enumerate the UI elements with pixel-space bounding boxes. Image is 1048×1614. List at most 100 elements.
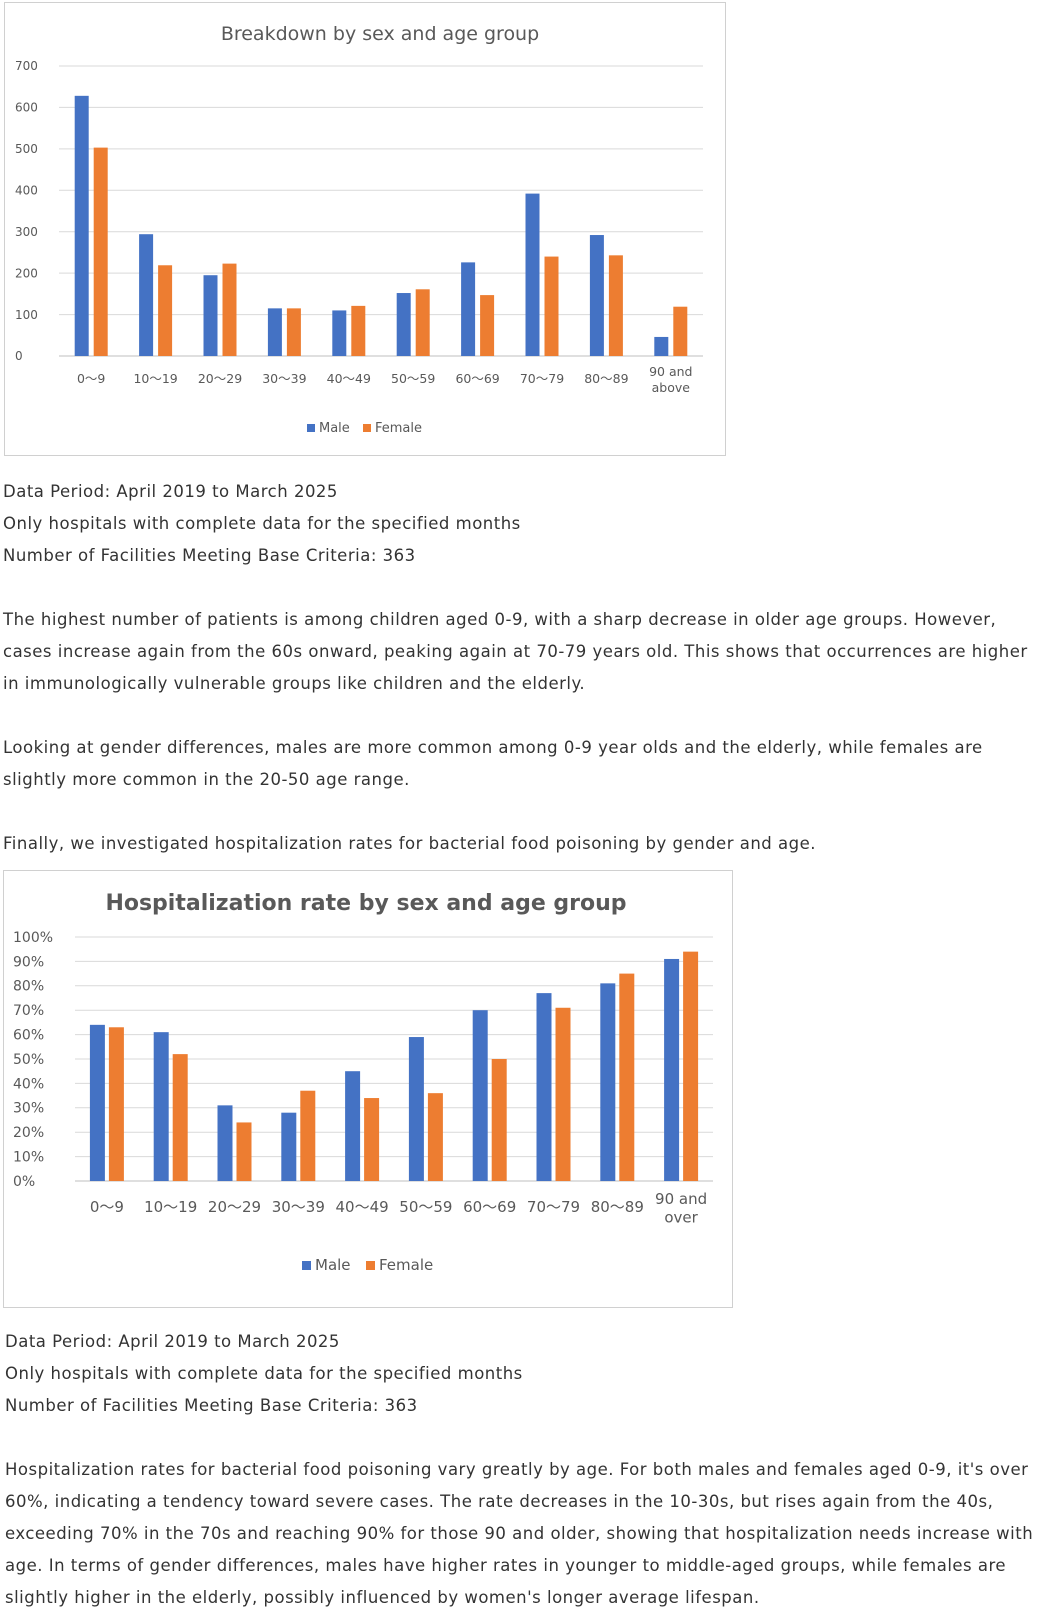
x-tick-label: 70～79 [527,1198,580,1216]
legend-swatch-male [307,424,315,432]
y-tick-label: 300 [15,225,38,239]
bar-male [472,1010,488,1181]
bar-female [491,1059,507,1181]
x-tick-label-line: 90 and [655,1190,707,1208]
x-tick-label-line: over [664,1209,698,1227]
chart2-notes: Data Period: April 2019 to March 2025 On… [5,1326,1045,1422]
bar-female [222,263,237,356]
x-tick-label: 90 and above [649,364,692,395]
paragraph-hospitalization-analysis: Hospitalization rates for bacterial food… [5,1460,1034,1607]
x-tick-label: 20～29 [208,1198,261,1216]
y-tick-label: 70% [13,1003,44,1019]
chart-title: Breakdown by sex and age group [221,23,539,45]
bar-female [108,1027,124,1181]
x-tick-label: 50～59 [391,371,435,386]
bar-male [536,993,552,1181]
bar-male [153,1032,169,1181]
bar-male [408,1037,424,1181]
x-tick-label: 30～39 [262,371,306,386]
data-period-note: Data Period: April 2019 to March 2025 [5,1332,340,1351]
bar-female [286,308,301,356]
legend-swatch-female [363,424,371,432]
y-tick-label: 20% [13,1125,44,1141]
x-tick-label: 40～49 [327,371,371,386]
y-tick-label: 400 [15,183,38,197]
bar-female [364,1098,380,1181]
bar-male [396,293,411,356]
bar-female [415,289,430,356]
x-tick-label: 10～19 [133,371,177,386]
bar-male [461,262,476,356]
legend-swatch-female [366,1261,375,1270]
x-tick-label-line: above [652,380,691,395]
x-tick-label: 70～79 [520,371,564,386]
bar-female [172,1054,188,1181]
chart-title: Hospitalization rate by sex and age grou… [105,891,626,916]
x-tick-label: 40～49 [336,1198,389,1216]
bar-female [300,1090,316,1181]
bar-male [332,310,347,356]
hospitals-note: Only hospitals with complete data for th… [3,514,521,533]
x-tick-label: 80～89 [584,371,628,386]
bar-male [217,1105,233,1181]
x-tick-label-line: 90 and [649,364,692,379]
y-tick-label: 10% [13,1150,44,1166]
y-tick-label: 40% [13,1076,44,1092]
chart-breakdown-svg: Breakdown by sex and age group 0 100 200 300… [15,23,703,436]
bar-female [158,265,173,356]
y-tick-label: 700 [15,59,38,73]
y-tick-label: 80% [13,979,44,995]
facilities-note: Number of Facilities Meeting Base Criter… [3,546,416,565]
bar-male [281,1112,297,1181]
bar-male [600,983,616,1181]
y-tick-label: 100% [13,930,53,946]
bar-female [93,147,108,356]
x-tick-label: 60～69 [463,1198,516,1216]
y-tick-label: 0% [13,1174,35,1190]
y-tick-label: 0 [15,349,23,363]
legend-label-male: Male [315,1256,351,1274]
bar-female [608,255,623,356]
bar-male [89,1024,105,1181]
bar-female [555,1007,571,1181]
chart-hospitalization-rate: Hospitalization rate by sex and age grou… [3,870,733,1308]
y-tick-label: 200 [15,266,38,280]
bar-female [427,1093,443,1181]
legend-label-male: Male [319,421,350,436]
bar-female [236,1122,252,1181]
x-tick-label: 10～19 [144,1198,197,1216]
x-tick-label: 60～69 [455,371,499,386]
bar-male [664,958,680,1181]
analysis-text-1: The highest number of patients is among … [3,604,1043,860]
bar-male [74,95,89,356]
y-tick-label: 60% [13,1028,44,1044]
y-tick-label: 100 [15,308,38,322]
bar-male [525,193,540,356]
bar-female [673,306,688,356]
chart-hospitalization-svg: Hospitalization rate by sex and age grou… [13,891,713,1274]
facilities-note: Number of Facilities Meeting Base Criter… [5,1396,418,1415]
y-tick-label: 600 [15,101,38,115]
legend-swatch-male [302,1261,311,1270]
paragraph-gender-diff: Looking at gender differences, males are… [3,738,983,789]
data-period-note: Data Period: April 2019 to March 2025 [3,482,338,501]
bar-female [351,305,366,356]
paragraph-age-trend: The highest number of patients is among … [3,610,1028,693]
bar-male [654,336,669,356]
y-tick-label: 500 [15,142,38,156]
y-tick-label: 50% [13,1052,44,1068]
bar-female [480,295,495,356]
legend-label-female: Female [379,1256,433,1274]
x-tick-label: 90 and over [655,1190,707,1227]
legend-label-female: Female [375,421,422,436]
hospitals-note: Only hospitals with complete data for th… [5,1364,523,1383]
bar-male [203,275,218,356]
x-tick-label: 0～9 [77,371,105,386]
bar-female [544,256,559,356]
chart1-notes: Data Period: April 2019 to March 2025 On… [3,476,1043,572]
bar-male [267,308,282,356]
analysis-text-2: Hospitalization rates for bacterial food… [5,1454,1045,1614]
x-tick-label: 50～59 [399,1198,452,1216]
x-tick-label: 80～89 [591,1198,644,1216]
paragraph-hospitalization-intro: Finally, we investigated hospitalization… [3,834,817,853]
